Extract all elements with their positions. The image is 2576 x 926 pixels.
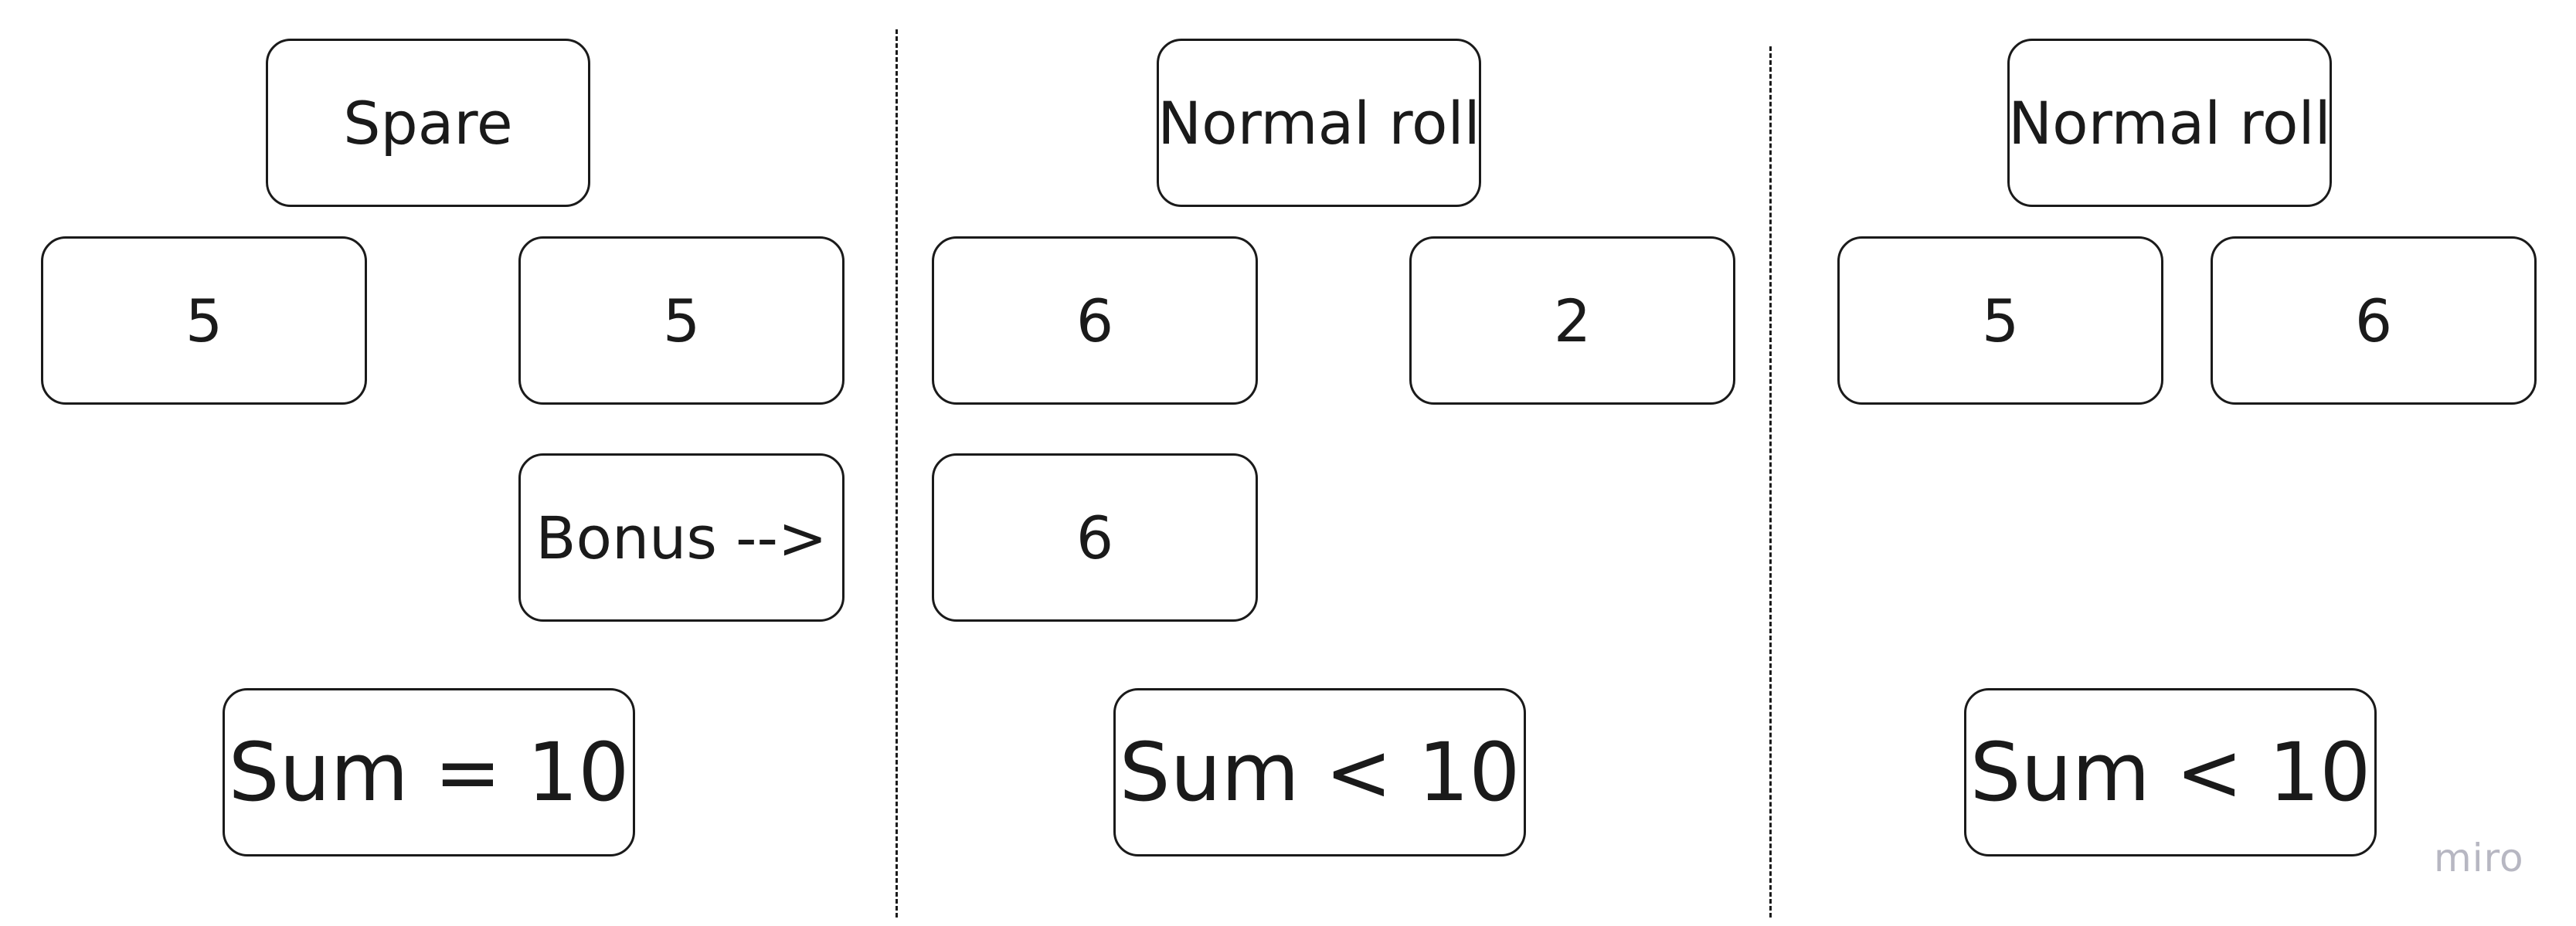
sum-card[interactable]: Sum < 10 — [1964, 688, 2377, 856]
sum-card[interactable]: Sum = 10 — [223, 688, 635, 856]
sum-card[interactable]: Sum < 10 — [1113, 688, 1526, 856]
roll-2-card[interactable]: 2 — [1409, 236, 1735, 405]
column-divider — [895, 29, 898, 918]
roll-2-card[interactable]: 5 — [518, 236, 845, 405]
column-divider — [1769, 46, 1772, 918]
normal-roll-header-card[interactable]: Normal roll — [1157, 39, 1481, 207]
roll-1-card[interactable]: 6 — [932, 236, 1258, 405]
spare-header-card[interactable]: Spare — [266, 39, 590, 207]
bonus-roll-card[interactable]: 6 — [932, 453, 1258, 622]
roll-1-card[interactable]: 5 — [1837, 236, 2163, 405]
roll-1-card[interactable]: 5 — [41, 236, 367, 405]
roll-2-card[interactable]: 6 — [2211, 236, 2537, 405]
miro-watermark: miro — [2434, 836, 2524, 880]
normal-roll-header-card[interactable]: Normal roll — [2007, 39, 2332, 207]
bonus-card[interactable]: Bonus --> — [518, 453, 845, 622]
